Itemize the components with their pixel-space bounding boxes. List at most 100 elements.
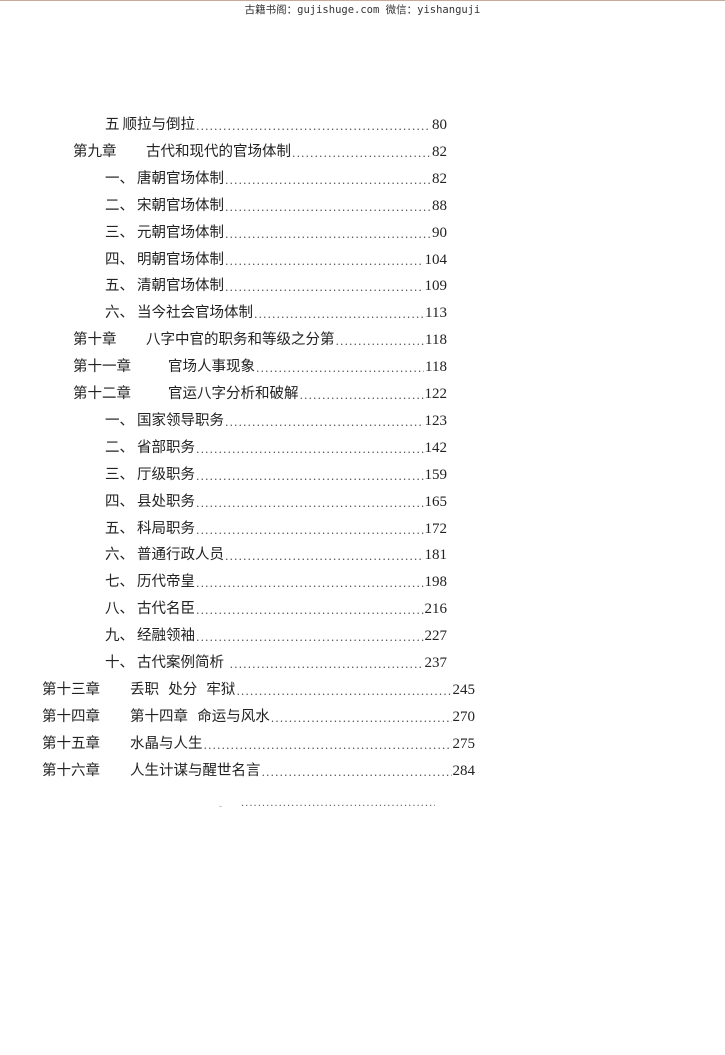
toc-entry-page: 165 (424, 493, 448, 510)
toc-entry[interactable]: 二、省部职务 142 (105, 437, 447, 459)
toc-entry-number: 一、 (105, 412, 134, 429)
toc-entry-number: 七、 (105, 574, 134, 591)
toc-entry-page: 118 (425, 359, 447, 376)
toc-entry-number: 九、 (105, 628, 134, 645)
dot-leader (336, 333, 425, 351)
toc-entry[interactable]: 第十六章 人生计谋与醒世名言 284 (42, 760, 475, 782)
dot-leader (225, 172, 431, 190)
dot-leader (225, 253, 424, 271)
toc-entry[interactable]: 五、清朝官场体制 109 (105, 275, 447, 297)
toc-entry-page: 284 (452, 762, 476, 779)
toc-entry[interactable]: 一、唐朝官场体制 82 (105, 168, 447, 190)
toc-entry-number: 第十三章 (42, 681, 100, 698)
toc-entry[interactable]: 第十三章 丢职 处分 牢狱 245 (42, 679, 475, 701)
toc-entry-number: 三、 (105, 466, 134, 483)
toc-entry-number: 第十四章 (42, 708, 100, 725)
toc-entry[interactable]: 第九章 古代和现代的官场体制 82 (73, 141, 447, 163)
toc-entry-page: 90 (432, 224, 447, 241)
toc-entry-page: 104 (424, 251, 448, 268)
dot-leader (196, 441, 424, 459)
toc-entry-page: 198 (424, 574, 448, 591)
toc-entry[interactable]: 第十二章 官运八字分析和破解 122 (73, 383, 447, 405)
toc-entry-page: 275 (452, 735, 476, 752)
toc-entry[interactable]: 第十四章 第十四章 命运与风水 270 (42, 706, 475, 728)
toc-entry-number: 二、 (105, 197, 134, 214)
toc-entry[interactable]: 一、国家领导职务 123 (105, 410, 447, 432)
toc-entry[interactable]: 第十五章 水晶与人生 275 (42, 733, 475, 755)
dot-leader (225, 226, 431, 244)
toc-entry-number: 八、 (105, 601, 134, 618)
toc-entry-page: 123 (424, 412, 448, 429)
dot-leader (196, 495, 424, 513)
toc-entry[interactable]: 第十章 八字中官的职务和等级之分第 118 (73, 329, 447, 351)
toc-entry[interactable]: 四、明朝官场体制 104 (105, 249, 447, 271)
toc-entry-title: 明朝官场体制 (137, 251, 224, 268)
dot-leader (225, 199, 431, 217)
toc-entry-number: 五、 (105, 520, 134, 537)
dot-leader (204, 737, 452, 755)
toc-entry-title: 古代案例简析 (137, 655, 229, 671)
toc-entry-number: 六、 (105, 547, 134, 564)
toc-entry-number: 十、 (105, 655, 134, 671)
toc-entry[interactable]: 三、元朝官场体制 90 (105, 222, 447, 244)
toc-entry-number: 第十二章 (73, 386, 131, 402)
dot-leader (196, 468, 424, 486)
toc-entry-number: 一、 (105, 170, 134, 187)
dot-leader-trailing (241, 798, 435, 808)
toc-entry[interactable]: 七、历代帝皇 198 (105, 571, 447, 593)
toc-entry-title: 厅级职务 (137, 466, 195, 483)
toc-entry-title: 科局职务 (137, 520, 195, 537)
dot-leader (271, 710, 452, 728)
toc-entry[interactable]: 四、县处职务 165 (105, 491, 447, 513)
toc-entry[interactable]: 六、当今社会官场体制 113 (105, 302, 447, 324)
toc-entry[interactable]: 三、厅级职务 159 (105, 464, 447, 486)
toc-entry[interactable]: 第十一章 官场人事现象 118 (73, 356, 447, 378)
toc-entry-page: 113 (425, 305, 447, 322)
toc-entry-page: 109 (424, 278, 448, 295)
toc-entry-title: 历代帝皇 (137, 574, 195, 591)
toc-entry[interactable]: 二、宋朝官场体制 88 (105, 195, 447, 217)
dot-leader (196, 575, 424, 593)
toc-entry-title: 宋朝官场体制 (137, 197, 224, 214)
dot-leader (230, 656, 424, 674)
toc-entry[interactable]: 六、普通行政人员 181 (105, 544, 447, 566)
toc-entry-title: 清朝官场体制 (137, 278, 224, 295)
dot-leader (196, 522, 424, 540)
toc-entry-title: 县处职务 (137, 493, 195, 510)
toc-entry-title: 唐朝官场体制 (137, 170, 224, 187)
toc-entry-page: 181 (424, 547, 448, 564)
dot-leader (225, 279, 424, 297)
toc-entry-page: 82 (432, 170, 447, 187)
toc-entry-page: 88 (432, 197, 447, 214)
toc-entry-title: 古代和现代的官场体制 (146, 143, 291, 160)
toc-entry-title: 经融领袖 (137, 628, 195, 645)
toc-entry-number: 二、 (105, 439, 134, 456)
toc-entry-number: 四、 (105, 251, 134, 268)
toc-entry-number: 第十六章 (42, 762, 100, 779)
toc-entry[interactable]: 九、经融领袖 227 (105, 625, 447, 647)
toc-entry-page: 237 (424, 655, 448, 671)
toc-entry-title: 顺拉与倒拉 (122, 117, 196, 133)
toc-entry-number: 第十章 (73, 332, 117, 349)
toc-entry-number: 三、 (105, 224, 134, 241)
dot-leader (225, 414, 424, 432)
toc-entry-title: 丢职 处分 牢狱 (130, 681, 236, 698)
toc-entry[interactable]: 五、科局职务 172 (105, 518, 447, 540)
toc-entry-title: 官场人事现象 (168, 359, 255, 376)
toc-entry-title: 人生计谋与醒世名言 (130, 762, 261, 779)
toc-entry[interactable]: 八、古代名臣 216 (105, 598, 447, 620)
toc-entry-title: 当今社会官场体制 (137, 305, 253, 322)
toc-entry-page: 82 (432, 143, 447, 160)
dot-leader (292, 145, 431, 163)
toc-entry-title: 水晶与人生 (130, 735, 203, 752)
toc-entry-page: 216 (424, 601, 448, 618)
top-border (0, 0, 725, 1)
dot-leader (262, 764, 452, 782)
toc-entry-page: 270 (452, 708, 476, 725)
dot-leader (196, 118, 431, 136)
toc-entry-page: 172 (424, 520, 448, 537)
toc-entry[interactable]: 十、古代案例简析 237 (105, 652, 447, 674)
toc-entry-title: 国家领导职务 (137, 412, 224, 429)
dot-leader (196, 629, 424, 647)
